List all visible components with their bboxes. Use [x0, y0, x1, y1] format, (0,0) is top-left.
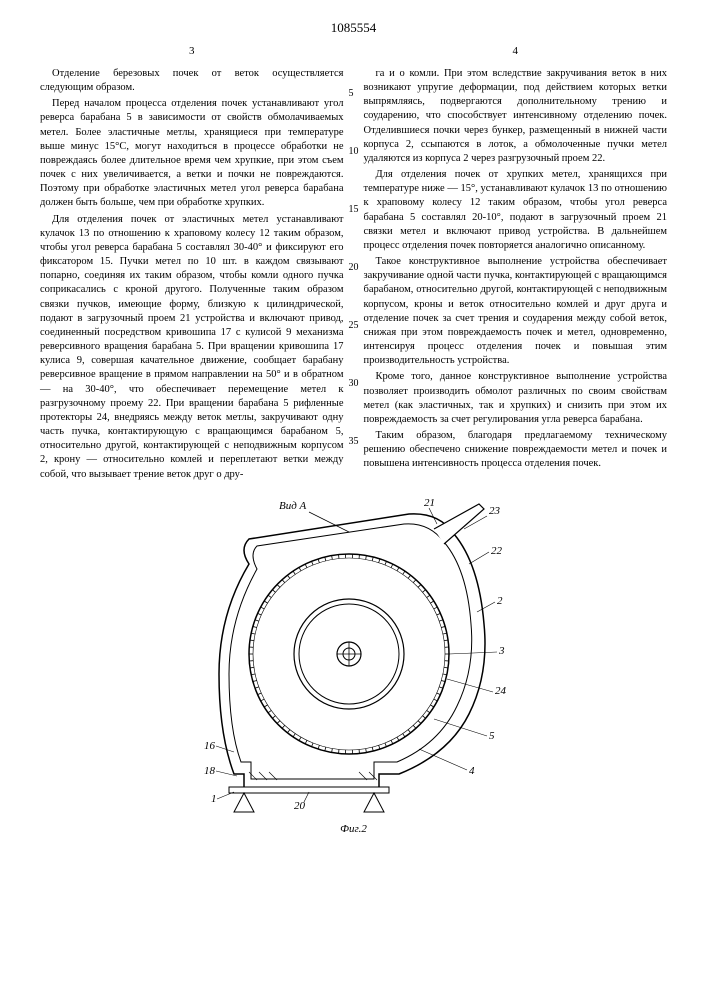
svg-text:22: 22 — [491, 545, 503, 557]
left-p2: Перед началом процесса отделения почек у… — [40, 97, 344, 210]
figure-caption: Фиг.2 — [40, 823, 667, 835]
line-marker: 10 — [349, 146, 359, 157]
svg-text:3: 3 — [498, 645, 505, 657]
patent-number: 1085554 — [40, 20, 667, 36]
line-marker: 15 — [349, 204, 359, 215]
right-p1: га и о комли. При этом вследствие закруч… — [364, 67, 668, 166]
svg-text:21: 21 — [424, 497, 435, 509]
line-markers: 5 10 15 20 25 30 35 — [349, 48, 359, 447]
svg-text:5: 5 — [489, 730, 495, 742]
right-column: 4 га и о комли. При этом вследствие закр… — [364, 44, 668, 484]
right-p5: Таким образом, благодаря предлагаемому т… — [364, 429, 668, 472]
right-col-header: 4 — [364, 44, 668, 59]
svg-text:1: 1 — [211, 793, 217, 805]
line-marker: 30 — [349, 378, 359, 389]
fig-view-label: Вид А — [279, 500, 307, 512]
left-col-header: 3 — [40, 44, 344, 59]
right-p2: Для отделения почек от хрупких метел, хр… — [364, 168, 668, 253]
right-p3: Такое конструктивное выполнение устройст… — [364, 255, 668, 368]
svg-text:2: 2 — [497, 595, 503, 607]
svg-text:16: 16 — [204, 740, 216, 752]
figure-container: Вид А 23 21 22 2 3 24 — [40, 494, 667, 835]
svg-text:23: 23 — [489, 505, 501, 517]
line-marker: 20 — [349, 262, 359, 273]
svg-text:24: 24 — [495, 685, 507, 697]
left-column: 3 Отделение березовых почек от веток осу… — [40, 44, 344, 484]
line-marker: 5 — [349, 88, 359, 99]
left-p1: Отделение березовых почек от веток осуще… — [40, 67, 344, 95]
left-p3: Для отделения почек от эластичных метел … — [40, 213, 344, 482]
right-p4: Кроме того, данное конструктивное выполн… — [364, 370, 668, 427]
figure-2-diagram: Вид А 23 21 22 2 3 24 — [179, 494, 529, 814]
svg-text:18: 18 — [204, 765, 216, 777]
line-marker: 35 — [349, 436, 359, 447]
line-marker: 25 — [349, 320, 359, 331]
svg-text:4: 4 — [469, 765, 475, 777]
